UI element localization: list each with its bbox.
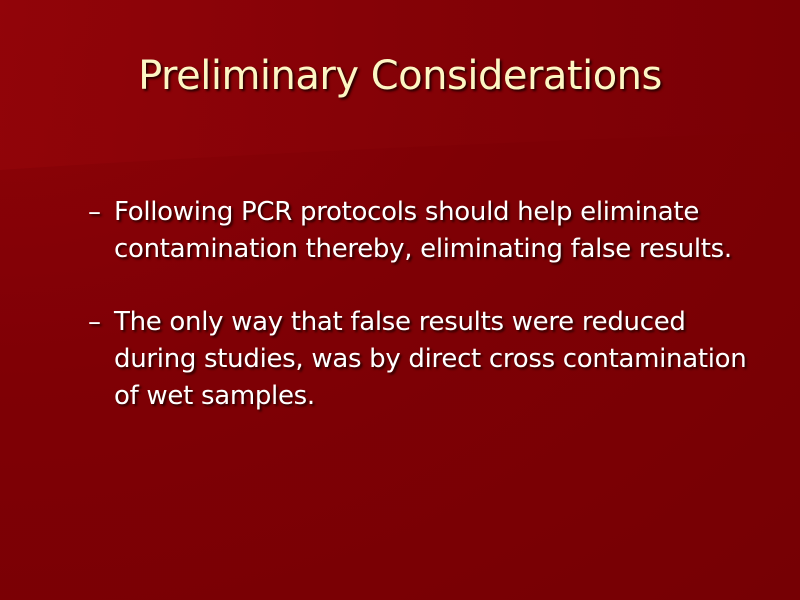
bullet-item: – Following PCR protocols should help el… (88, 194, 758, 268)
bullet-dash: – (88, 307, 101, 337)
bullet-text: The only way that false results were red… (114, 307, 747, 411)
bullet-item: – The only way that false results were r… (88, 304, 758, 415)
bullet-dash: – (88, 197, 101, 227)
slide-title: Preliminary Considerations (138, 53, 662, 99)
bullet-text: Following PCR protocols should help elim… (114, 197, 732, 264)
bullet-list: – Following PCR protocols should help el… (88, 194, 758, 451)
